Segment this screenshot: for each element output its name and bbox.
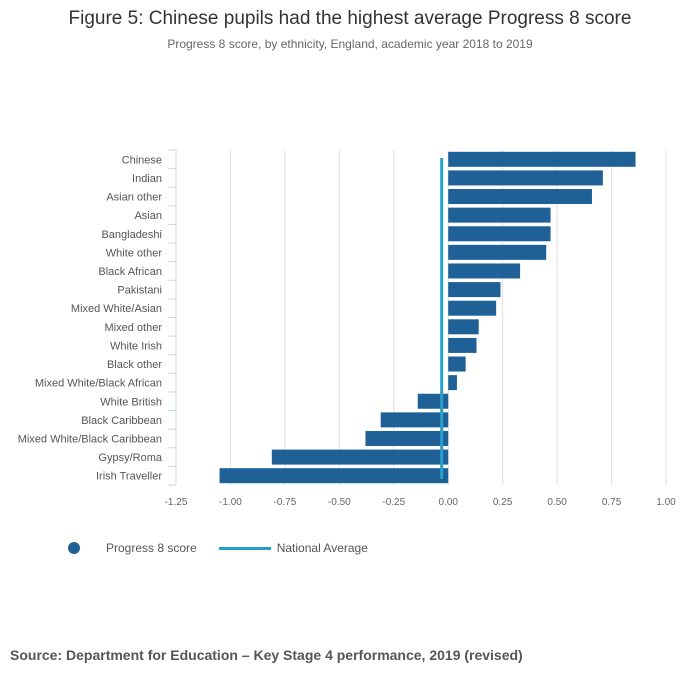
bar <box>448 170 603 186</box>
x-tick-label: 0.75 <box>602 497 622 508</box>
bar <box>448 263 521 279</box>
category-label: Bangladeshi <box>101 229 162 241</box>
x-tick-label: 1.00 <box>656 497 676 508</box>
bar <box>448 300 497 316</box>
x-tick-label: -0.50 <box>328 497 351 508</box>
bar <box>448 337 477 353</box>
x-tick-label: -0.75 <box>273 497 296 508</box>
category-label: Black Caribbean <box>81 415 162 427</box>
legend: Progress 8 score National Average <box>68 541 368 555</box>
bar <box>448 226 551 242</box>
chart-title: Figure 5: Chinese pupils had the highest… <box>68 8 632 29</box>
bar <box>448 244 547 260</box>
category-label: Black African <box>98 266 162 278</box>
legend-dot-icon <box>68 542 80 554</box>
bar-chart: -1.25 -1.00 -0.75 -0.50 -0.25 0.00 0.25 0.50 0.7… <box>18 149 676 508</box>
source-note: Source: Department for Education – Key S… <box>10 647 523 663</box>
category-label: White Irish <box>110 340 162 352</box>
bar <box>448 375 457 391</box>
bar <box>448 319 479 335</box>
x-tick-label: 0.00 <box>438 497 458 508</box>
category-label: Mixed White/Asian <box>71 303 162 315</box>
category-label: White British <box>100 396 162 408</box>
category-label: Asian other <box>106 192 162 204</box>
chart-subtitle: Progress 8 score, by ethnicity, England,… <box>167 37 533 51</box>
bar <box>448 356 466 372</box>
category-label: Gypsy/Roma <box>98 452 162 464</box>
category-label: Mixed White/Black African <box>35 378 162 390</box>
x-tick-label: -0.25 <box>382 497 405 508</box>
category-label: Indian <box>132 173 162 185</box>
bar <box>448 151 636 167</box>
x-tick-label: 0.25 <box>493 497 513 508</box>
x-tick-label: 0.50 <box>547 497 567 508</box>
category-label: Black other <box>107 359 162 371</box>
category-label: Mixed White/Black Caribbean <box>18 433 162 445</box>
category-label: White other <box>106 247 163 259</box>
category-label: Irish Traveller <box>96 471 162 483</box>
bar <box>365 430 449 446</box>
bar <box>448 282 501 298</box>
category-label: Mixed other <box>105 322 163 334</box>
category-label: Chinese <box>122 154 162 166</box>
x-tick-label: -1.00 <box>219 497 242 508</box>
category-label: Pakistani <box>117 285 162 297</box>
bar <box>219 468 449 484</box>
category-label: Asian <box>134 210 162 222</box>
bar <box>417 393 449 409</box>
legend-label-average: National Average <box>276 541 368 555</box>
bar <box>380 412 449 428</box>
bar <box>448 207 551 223</box>
legend-label-score: Progress 8 score <box>106 541 197 555</box>
x-tick-label: -1.25 <box>165 497 188 508</box>
bar <box>271 449 449 465</box>
legend-line-icon <box>218 546 271 550</box>
bar <box>448 189 592 205</box>
